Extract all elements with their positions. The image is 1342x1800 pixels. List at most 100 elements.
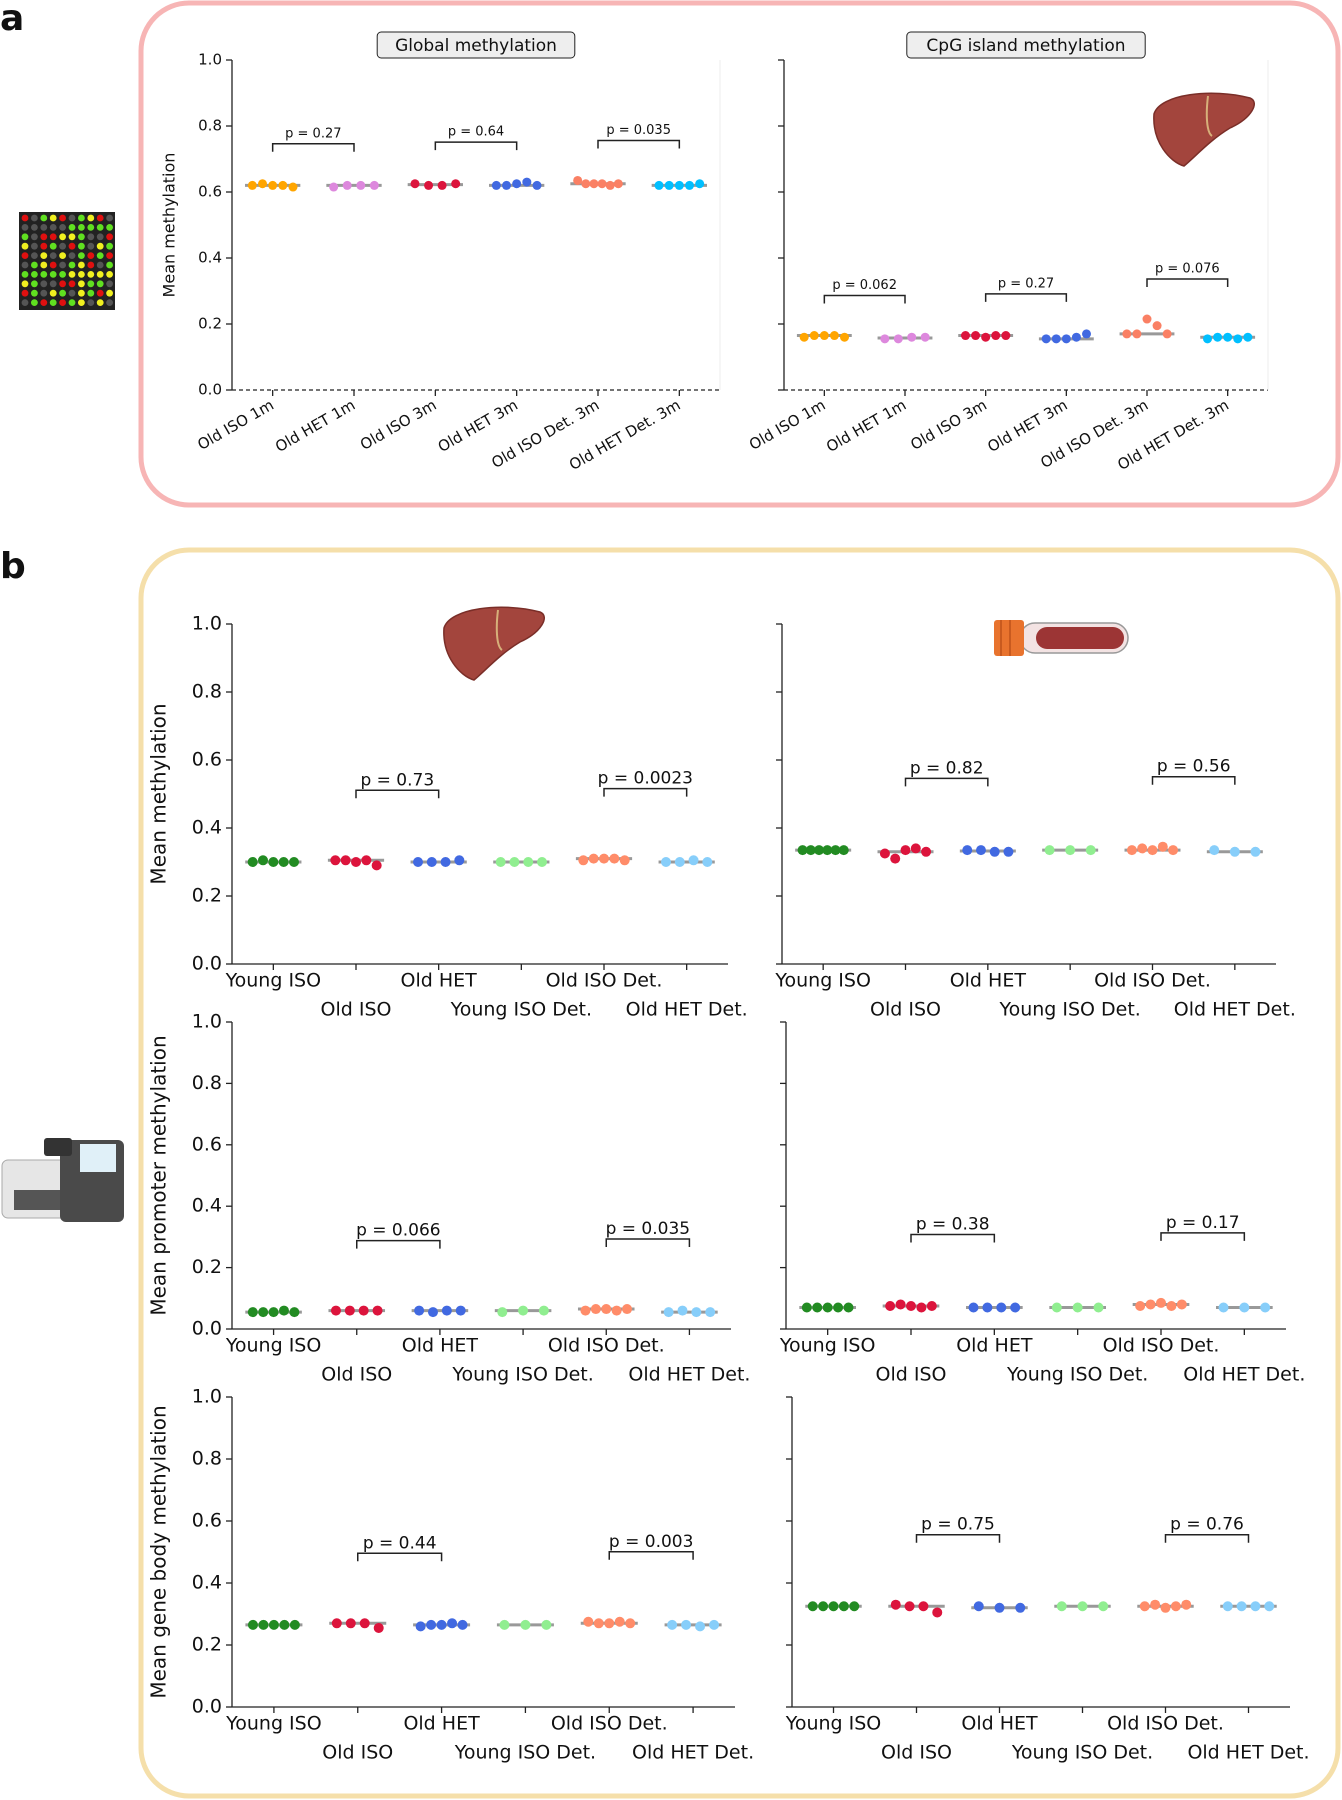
data-point bbox=[611, 1305, 622, 1316]
panel-label: b bbox=[0, 546, 26, 587]
data-point bbox=[1223, 332, 1233, 342]
p-value: p = 0.076 bbox=[1155, 262, 1220, 277]
data-point bbox=[1122, 329, 1132, 339]
data-point bbox=[812, 1302, 823, 1313]
significance-bracket bbox=[597, 139, 681, 149]
array-spot bbox=[68, 261, 76, 269]
data-point bbox=[818, 1601, 829, 1612]
chart-title: CpG island methylation bbox=[926, 36, 1125, 56]
data-point bbox=[822, 1302, 833, 1313]
data-point bbox=[369, 180, 379, 190]
array-spot bbox=[40, 299, 48, 306]
data-point bbox=[441, 1305, 452, 1316]
y-tick-label: 1.0 bbox=[192, 1386, 222, 1408]
significance-bracket bbox=[910, 1233, 996, 1243]
array-spot bbox=[106, 261, 113, 269]
x-tick-label: Old ISO Det. bbox=[546, 970, 663, 992]
data-point bbox=[805, 845, 816, 856]
array-spot bbox=[87, 271, 95, 278]
data-point bbox=[330, 1305, 341, 1316]
data-point bbox=[523, 857, 534, 867]
data-point bbox=[372, 1305, 383, 1316]
data-point bbox=[289, 1307, 300, 1318]
array-spot bbox=[96, 224, 104, 231]
array-spot bbox=[59, 289, 66, 297]
data-point bbox=[619, 855, 630, 866]
array-spot bbox=[106, 280, 113, 288]
array-spot bbox=[49, 224, 57, 231]
array-spot bbox=[68, 289, 76, 297]
p-value: p = 0.38 bbox=[916, 1214, 990, 1234]
data-point bbox=[580, 1305, 591, 1316]
data-point bbox=[426, 1619, 437, 1630]
significance-bracket bbox=[357, 1552, 443, 1562]
data-point bbox=[654, 180, 664, 190]
data-point bbox=[502, 180, 511, 190]
data-point bbox=[605, 180, 615, 190]
significance-bracket bbox=[823, 294, 906, 304]
data-point bbox=[340, 855, 351, 866]
y-tick-label: 0.6 bbox=[198, 183, 222, 201]
x-tick-label: Old HET Det. bbox=[626, 999, 748, 1021]
p-value: p = 0.75 bbox=[921, 1515, 995, 1535]
data-point bbox=[424, 180, 434, 190]
title-box bbox=[906, 31, 1146, 59]
array-spot bbox=[106, 214, 113, 222]
y-axis-label: Mean methylation bbox=[147, 703, 171, 884]
significance-bracket bbox=[984, 293, 1068, 302]
y-tick-label: 0.8 bbox=[198, 117, 222, 135]
array-spot bbox=[87, 242, 95, 250]
array-spot bbox=[49, 252, 57, 259]
data-point bbox=[885, 1300, 896, 1311]
data-point bbox=[532, 180, 542, 190]
array-spot bbox=[106, 233, 113, 241]
data-point bbox=[809, 331, 819, 341]
array-spot bbox=[96, 233, 104, 241]
data-point bbox=[247, 857, 258, 867]
data-point bbox=[1243, 332, 1253, 342]
data-point bbox=[415, 1621, 426, 1632]
array-spot bbox=[87, 299, 95, 306]
data-point bbox=[807, 1601, 818, 1612]
array-spot bbox=[87, 233, 95, 241]
data-point bbox=[351, 857, 361, 867]
data-point bbox=[1222, 1601, 1233, 1612]
y-tick-label: 0.2 bbox=[192, 1256, 222, 1278]
data-point bbox=[437, 180, 447, 190]
data-point bbox=[457, 1619, 468, 1630]
x-tick-label: Old HET bbox=[403, 1713, 480, 1735]
x-tick-label: Old HET Det. bbox=[1183, 1364, 1305, 1386]
data-point bbox=[538, 1305, 549, 1316]
blood-tube-icon bbox=[994, 620, 1129, 656]
data-point bbox=[880, 334, 890, 344]
data-point bbox=[1160, 1602, 1171, 1613]
data-point bbox=[361, 855, 372, 866]
array-spot bbox=[78, 242, 85, 250]
x-tick-label: Old ISO Det. bbox=[551, 1713, 668, 1735]
data-point bbox=[893, 334, 903, 344]
p-value: p = 0.003 bbox=[609, 1532, 694, 1552]
array-spot bbox=[21, 252, 29, 259]
p-value: p = 0.27 bbox=[285, 126, 341, 141]
data-point bbox=[801, 1302, 812, 1313]
array-spot bbox=[87, 280, 95, 288]
p-value: p = 0.035 bbox=[606, 1219, 691, 1239]
x-tick-label: Young ISO Det. bbox=[998, 999, 1140, 1021]
data-point bbox=[830, 845, 841, 856]
p-value: p = 0.066 bbox=[356, 1221, 441, 1241]
data-point bbox=[258, 1619, 269, 1630]
array-spot bbox=[31, 224, 38, 231]
data-point bbox=[491, 180, 501, 190]
array-spot bbox=[59, 299, 66, 306]
data-point bbox=[1264, 1601, 1275, 1612]
array-spot bbox=[68, 233, 76, 241]
data-point bbox=[1001, 331, 1011, 341]
data-point bbox=[695, 179, 705, 189]
data-point bbox=[358, 1305, 369, 1316]
array-spot bbox=[59, 261, 66, 269]
data-point bbox=[447, 1618, 458, 1629]
data-point bbox=[426, 857, 437, 867]
array-spot bbox=[59, 214, 66, 222]
array-spot bbox=[40, 224, 48, 231]
data-point bbox=[828, 1601, 839, 1612]
